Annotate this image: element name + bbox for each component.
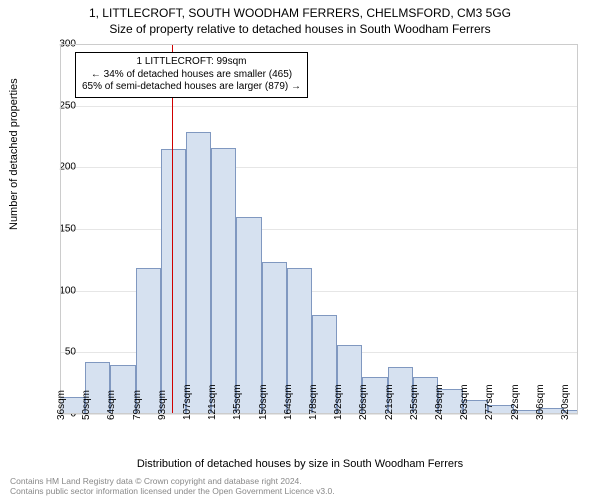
xtick-label: 93sqm [157, 390, 168, 420]
xtick-label: 150sqm [258, 384, 269, 420]
chart-container: 1, LITTLECROFT, SOUTH WOODHAM FERRERS, C… [0, 0, 600, 500]
xtick-label: 306sqm [535, 384, 546, 420]
annotation-line-3: 65% of semi-detached houses are larger (… [82, 81, 301, 94]
footer: Contains HM Land Registry data © Crown c… [10, 477, 335, 497]
plot-border [60, 44, 578, 414]
xtick-label: 292sqm [510, 384, 521, 420]
xtick-label: 206sqm [358, 384, 369, 420]
xtick-label: 50sqm [81, 390, 92, 420]
annotation-line-1: 1 LITTLECROFT: 99sqm [82, 56, 301, 69]
xtick-label: 277sqm [484, 384, 495, 420]
xtick-label: 320sqm [560, 384, 571, 420]
xtick-label: 235sqm [409, 384, 420, 420]
xtick-label: 64sqm [106, 390, 117, 420]
xtick-label: 79sqm [132, 390, 143, 420]
xtick-label: 249sqm [434, 384, 445, 420]
title-main: 1, LITTLECROFT, SOUTH WOODHAM FERRERS, C… [0, 0, 600, 20]
xtick-label: 221sqm [384, 384, 395, 420]
xtick-label: 192sqm [333, 384, 344, 420]
plot-area [60, 44, 578, 414]
yaxis-label: Number of detached properties [8, 78, 20, 230]
xaxis-label: Distribution of detached houses by size … [0, 458, 600, 470]
xtick-label: 263sqm [459, 384, 470, 420]
xtick-label: 135sqm [232, 384, 243, 420]
annotation-line-2: ← 34% of detached houses are smaller (46… [82, 69, 301, 82]
xtick-label: 164sqm [283, 384, 294, 420]
xtick-label: 121sqm [207, 384, 218, 420]
xtick-label: 36sqm [56, 390, 67, 420]
xtick-label: 107sqm [182, 384, 193, 420]
title-sub: Size of property relative to detached ho… [0, 20, 600, 36]
annotation-box: 1 LITTLECROFT: 99sqm ← 34% of detached h… [75, 52, 308, 98]
footer-line-2: Contains public sector information licen… [10, 487, 335, 497]
xtick-label: 178sqm [308, 384, 319, 420]
